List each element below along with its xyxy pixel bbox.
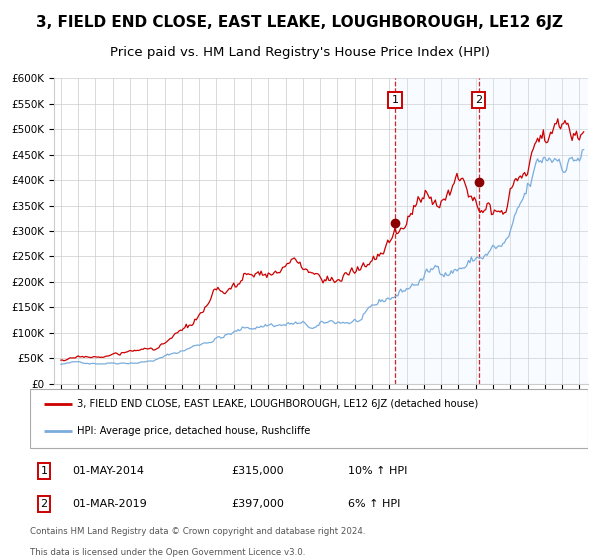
- Text: 10% ↑ HPI: 10% ↑ HPI: [348, 466, 407, 476]
- Text: Contains HM Land Registry data © Crown copyright and database right 2024.: Contains HM Land Registry data © Crown c…: [30, 527, 365, 536]
- Text: £315,000: £315,000: [231, 466, 284, 476]
- Text: 1: 1: [391, 95, 398, 105]
- Text: 01-MAY-2014: 01-MAY-2014: [72, 466, 144, 476]
- Text: This data is licensed under the Open Government Licence v3.0.: This data is licensed under the Open Gov…: [30, 548, 305, 557]
- Text: 1: 1: [40, 466, 47, 476]
- Bar: [395, 78, 588, 384]
- Text: HPI: Average price, detached house, Rushcliffe: HPI: Average price, detached house, Rush…: [77, 427, 311, 436]
- Text: 3, FIELD END CLOSE, EAST LEAKE, LOUGHBOROUGH, LE12 6JZ: 3, FIELD END CLOSE, EAST LEAKE, LOUGHBOR…: [37, 15, 563, 30]
- Text: 3, FIELD END CLOSE, EAST LEAKE, LOUGHBOROUGH, LE12 6JZ (detached house): 3, FIELD END CLOSE, EAST LEAKE, LOUGHBOR…: [77, 399, 479, 409]
- FancyBboxPatch shape: [30, 389, 588, 448]
- Text: £397,000: £397,000: [231, 499, 284, 509]
- Text: 2: 2: [475, 95, 482, 105]
- Text: 6% ↑ HPI: 6% ↑ HPI: [348, 499, 400, 509]
- Text: 01-MAR-2019: 01-MAR-2019: [72, 499, 146, 509]
- Text: 2: 2: [40, 499, 47, 509]
- Text: Price paid vs. HM Land Registry's House Price Index (HPI): Price paid vs. HM Land Registry's House …: [110, 46, 490, 59]
